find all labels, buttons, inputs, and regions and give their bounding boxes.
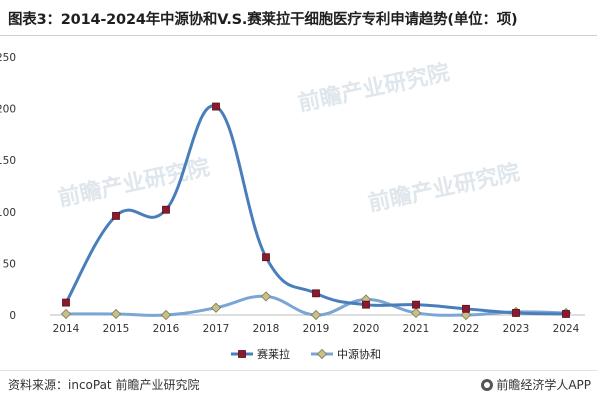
- title-bar: 图表3：2014-2024年中源协和V.S.赛莱拉干细胞医疗专利申请趋势(单位：…: [0, 0, 597, 34]
- y-tick-label: 100: [0, 207, 16, 219]
- data-point-sailaila: [112, 212, 120, 220]
- y-tick-label: 200: [0, 104, 16, 116]
- legend-label: 中源协和: [337, 347, 381, 361]
- x-tick-label: 2023: [503, 323, 530, 335]
- x-tick-label: 2017: [203, 323, 230, 335]
- line-chart: 前瞻产业研究院前瞻产业研究院前瞻产业研究院0501001502002502014…: [0, 52, 585, 361]
- data-point-sailaila: [512, 309, 520, 317]
- x-tick-label: 2018: [253, 323, 280, 335]
- data-point-zhongyuan: [460, 309, 472, 321]
- x-tick-label: 2015: [103, 323, 130, 335]
- legend-label: 赛莱拉: [257, 347, 290, 361]
- x-tick-label: 2022: [453, 323, 480, 335]
- x-tick-label: 2014: [53, 323, 80, 335]
- x-tick-label: 2020: [353, 323, 380, 335]
- data-point-sailaila: [162, 205, 170, 214]
- watermark-text: 前瞻产业研究院: [296, 59, 452, 116]
- chart-title: 图表3：2014-2024年中源协和V.S.赛莱拉干细胞医疗专利申请趋势(单位：…: [8, 12, 518, 28]
- data-point-sailaila: [412, 300, 420, 309]
- data-point-sailaila: [312, 289, 320, 298]
- data-point-zhongyuan: [260, 291, 272, 302]
- x-tick-label: 2016: [153, 323, 180, 335]
- watermark-text: 前瞻产业研究院: [56, 154, 212, 211]
- x-tick-label: 2021: [403, 323, 430, 335]
- data-point-sailaila: [62, 298, 70, 307]
- x-tick-label: 2024: [553, 323, 580, 335]
- source-note: 资料来源：incoPat 前瞻产业研究院: [8, 378, 200, 392]
- data-point-sailaila: [462, 304, 470, 313]
- data-point-sailaila: [362, 300, 370, 309]
- x-tick-label: 2019: [303, 323, 330, 335]
- watermark-text: 前瞻产业研究院: [366, 159, 522, 216]
- brand-label: 前瞻经济学人APP: [496, 378, 591, 392]
- data-point-zhongyuan: [210, 302, 222, 313]
- title-divider: [0, 35, 597, 36]
- y-tick-label: 150: [0, 155, 16, 167]
- legend-marker: [238, 350, 246, 358]
- legend-marker: [316, 348, 328, 360]
- y-tick-label: 0: [9, 310, 16, 322]
- data-point-sailaila: [562, 310, 570, 318]
- brand-credit: 前瞻经济学人APP: [481, 376, 591, 393]
- data-point-zhongyuan: [310, 309, 322, 321]
- data-point-zhongyuan: [60, 308, 72, 320]
- data-point-zhongyuan: [110, 308, 122, 320]
- data-point-zhongyuan: [160, 309, 172, 321]
- data-point-sailaila: [212, 102, 220, 111]
- data-point-sailaila: [262, 253, 270, 262]
- y-tick-label: 50: [3, 258, 16, 270]
- data-point-zhongyuan: [410, 307, 422, 319]
- series-line-sailaila: [64, 104, 567, 316]
- footer-divider: [0, 370, 597, 371]
- brand-logo-icon: [481, 378, 494, 391]
- y-tick-label: 250: [0, 52, 16, 64]
